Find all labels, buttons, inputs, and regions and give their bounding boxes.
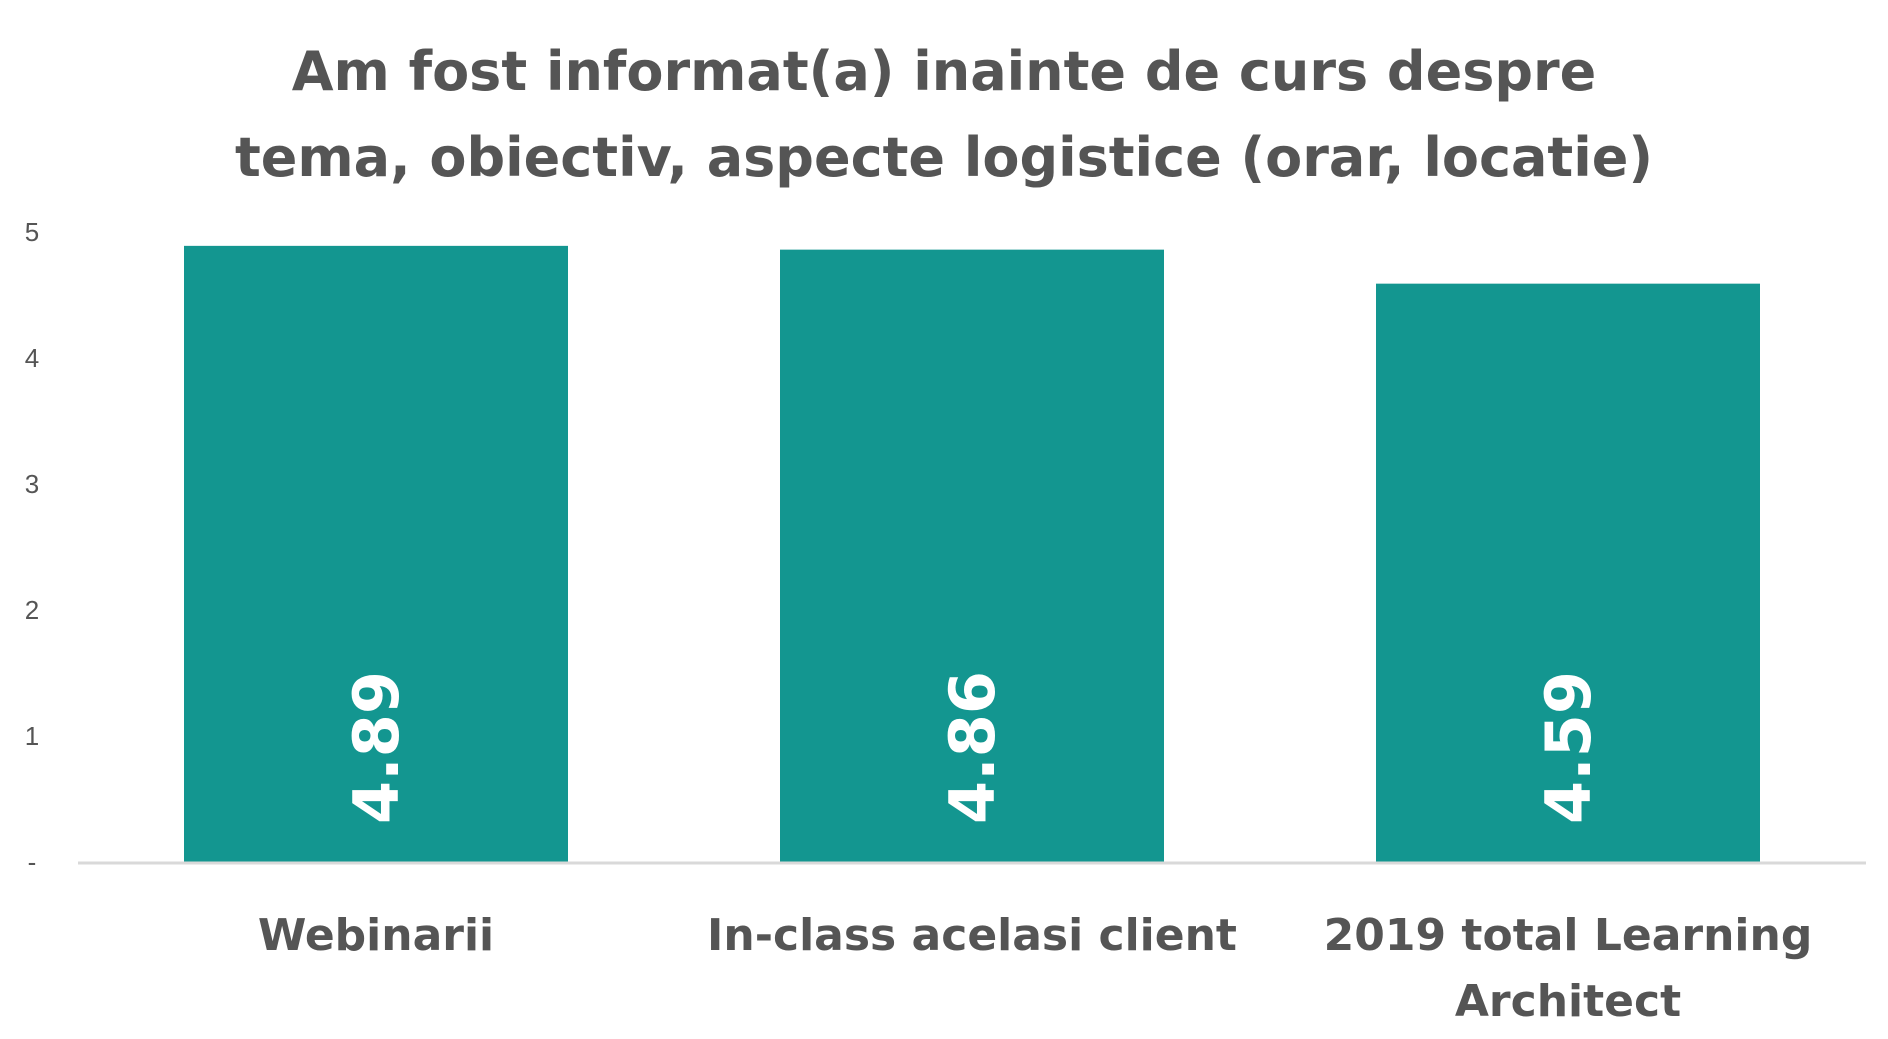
data-label: 4.89 (340, 671, 413, 824)
y-tick-label: 3 (25, 469, 39, 499)
y-axis: - 1 2 3 4 5 (25, 217, 39, 877)
data-label: 4.86 (936, 671, 1009, 824)
y-tick-label: 2 (25, 595, 39, 625)
chart-title-line-2: tema, obiectiv, aspecte logistice (orar,… (235, 126, 1653, 189)
chart-title: Am fost informat(a) inainte de curs desp… (235, 40, 1653, 189)
y-tick-label: 4 (25, 343, 39, 373)
bar (780, 249, 1164, 862)
x-tick-label: Architect (1455, 976, 1681, 1027)
y-tick-label: 5 (25, 217, 39, 247)
chart-title-line-1: Am fost informat(a) inainte de curs desp… (292, 40, 1597, 103)
y-tick-label: 1 (25, 721, 39, 751)
data-labels: 4.89 4.86 4.59 (340, 671, 1605, 824)
bar (184, 245, 568, 863)
bar (1376, 283, 1760, 862)
y-tick-label: - (28, 847, 37, 877)
data-label: 4.59 (1532, 671, 1605, 824)
category-labels: Webinarii In-class acelasi client 2019 tot… (258, 910, 1812, 1027)
x-tick-label: 2019 total Learning (1324, 910, 1813, 961)
x-tick-label: In-class acelasi client (707, 910, 1237, 961)
bars (184, 245, 1760, 863)
x-tick-label: Webinarii (258, 910, 494, 961)
